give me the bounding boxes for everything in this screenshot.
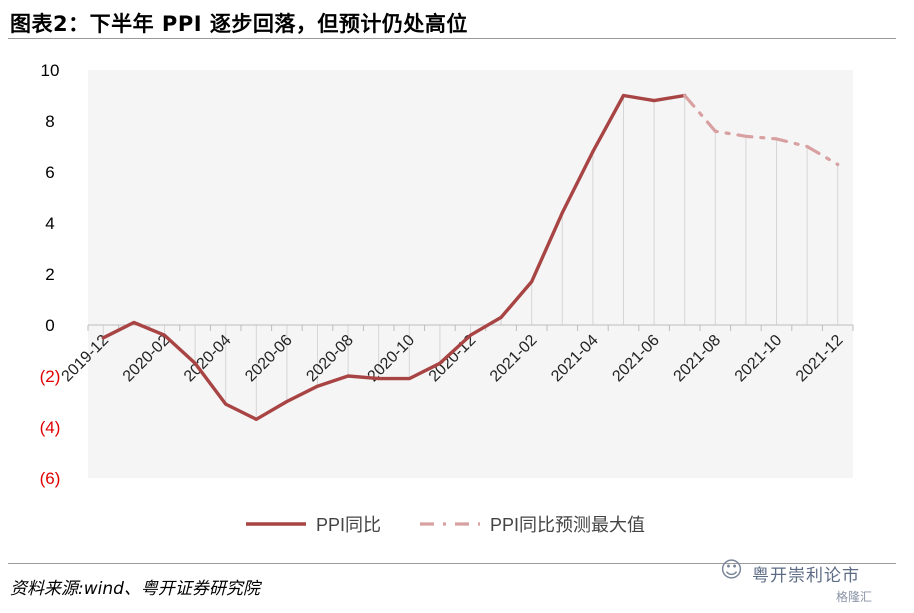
data-point bbox=[805, 145, 809, 148]
y-tick-label: 10 bbox=[41, 61, 60, 80]
legend: PPI同比 PPI同比预测最大值 bbox=[246, 515, 645, 535]
drop-lines bbox=[102, 95, 839, 420]
y-tick-label: 6 bbox=[45, 163, 54, 182]
data-point bbox=[254, 417, 258, 421]
figure-title: 图表2：下半年 PPI 逐步回落，但预计仍处高位 bbox=[10, 12, 468, 36]
data-point bbox=[836, 162, 840, 166]
data-point bbox=[530, 280, 534, 284]
series-layer bbox=[101, 93, 840, 421]
footer-rule bbox=[8, 563, 896, 564]
series-line bbox=[683, 93, 840, 166]
data-point bbox=[316, 384, 319, 388]
data-point bbox=[163, 333, 166, 337]
x-axis-ticks bbox=[87, 325, 854, 331]
y-tick-label: 0 bbox=[45, 316, 54, 335]
legend-label-ppi: PPI同比 bbox=[316, 515, 381, 535]
data-point bbox=[622, 94, 625, 97]
series-line bbox=[101, 93, 687, 421]
data-point bbox=[469, 333, 472, 337]
y-tick-label: 8 bbox=[45, 112, 54, 131]
data-point bbox=[713, 129, 717, 133]
y-tick-label: (6) bbox=[40, 469, 61, 488]
wechat-icon: ☺ bbox=[720, 558, 743, 583]
data-point bbox=[377, 377, 381, 381]
data-point bbox=[683, 94, 687, 97]
watermark-badge: 格隆汇 bbox=[836, 590, 873, 604]
data-point bbox=[101, 336, 105, 340]
data-point bbox=[775, 137, 778, 141]
data-point bbox=[193, 361, 197, 365]
legend-label-forecast: PPI同比预测最大值 bbox=[490, 515, 645, 535]
data-point bbox=[591, 150, 595, 154]
y-axis-labels: 10 8 6 4 2 0 (2) (4) (6) bbox=[40, 61, 61, 488]
data-point bbox=[346, 374, 350, 378]
plot-background bbox=[88, 70, 853, 478]
data-point bbox=[560, 211, 564, 215]
y-tick-label: 4 bbox=[45, 214, 54, 233]
title-rule bbox=[8, 38, 896, 39]
data-point bbox=[499, 315, 503, 319]
data-point bbox=[224, 402, 228, 406]
data-point bbox=[744, 134, 748, 138]
data-point bbox=[132, 320, 136, 324]
data-point bbox=[438, 361, 442, 365]
source-note: 资料来源:wind、粤开证券研究院 bbox=[10, 579, 260, 599]
data-point bbox=[285, 400, 289, 403]
y-tick-label: (4) bbox=[40, 418, 61, 437]
y-tick-label: 2 bbox=[45, 265, 54, 284]
watermark-name: 粤开崇利论市 bbox=[752, 566, 860, 586]
y-tick-label: (2) bbox=[40, 367, 61, 386]
data-point bbox=[407, 377, 411, 381]
data-point bbox=[652, 99, 656, 103]
